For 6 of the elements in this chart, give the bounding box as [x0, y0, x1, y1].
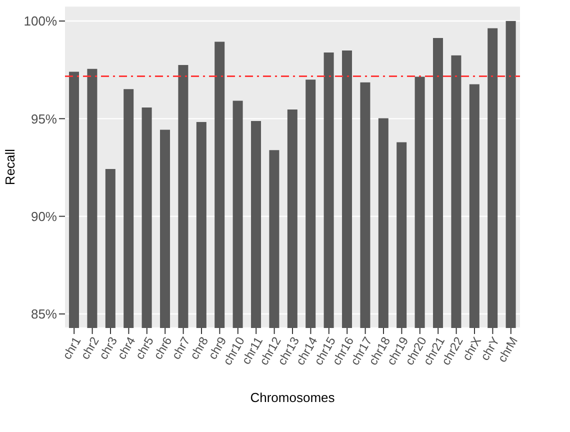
- y-tick-label: 95%: [30, 111, 58, 126]
- y-axis-title: Recall: [2, 148, 18, 186]
- x-axis-title: Chromosomes: [250, 390, 336, 405]
- y-tick-label: 85%: [30, 306, 58, 322]
- y-tick-label: 90%: [30, 208, 58, 224]
- y-tick-label: 100%: [24, 14, 58, 29]
